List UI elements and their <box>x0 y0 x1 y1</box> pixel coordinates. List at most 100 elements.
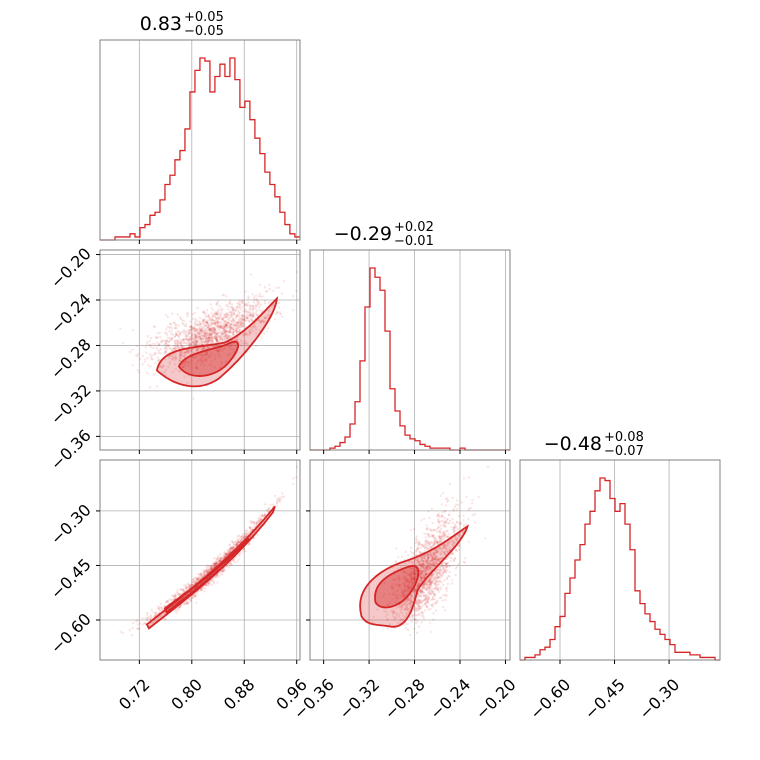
sample-point <box>426 547 429 551</box>
sample-point <box>193 592 197 596</box>
sample-point <box>418 563 422 566</box>
sample-point <box>395 547 398 550</box>
sample-point <box>231 308 234 311</box>
sample-point <box>416 602 419 606</box>
sample-point <box>423 601 427 605</box>
sample-point <box>451 528 455 532</box>
sample-point <box>401 618 404 622</box>
sample-point <box>429 576 432 579</box>
sample-point <box>197 339 200 342</box>
sample-point <box>219 325 222 329</box>
sample-point <box>165 339 168 342</box>
sample-point <box>210 332 213 335</box>
sample-point <box>245 315 248 319</box>
sample-point <box>430 559 434 562</box>
sample-point <box>433 578 437 582</box>
sample-point <box>222 332 226 335</box>
sample-point <box>193 328 197 331</box>
sample-point <box>429 545 433 549</box>
sample-point <box>219 321 223 325</box>
sample-point <box>221 317 224 320</box>
sample-point <box>398 583 402 587</box>
sample-point <box>438 596 441 600</box>
sample-point <box>416 602 419 605</box>
sample-point <box>442 568 445 571</box>
sample-point <box>452 559 456 563</box>
sample-point <box>261 514 264 518</box>
sample-point <box>431 558 435 561</box>
sample-point <box>195 319 198 322</box>
sample-point <box>242 548 245 552</box>
sample-point <box>208 328 211 331</box>
sample-point <box>199 329 203 332</box>
sample-point <box>226 330 229 333</box>
sample-point <box>415 601 419 605</box>
sample-point <box>207 323 210 327</box>
sample-point <box>231 327 235 331</box>
sample-point <box>206 337 209 340</box>
sample-point <box>191 348 194 351</box>
title-value: −0.29 <box>334 223 392 245</box>
sample-point <box>426 589 430 592</box>
sample-point <box>199 588 203 591</box>
sample-point <box>453 557 457 560</box>
histogram-bin <box>685 652 690 660</box>
sample-point <box>439 551 442 554</box>
sample-point <box>231 547 234 551</box>
sample-point <box>426 559 430 562</box>
sample-point <box>417 560 420 563</box>
sample-point <box>413 576 416 580</box>
sample-point <box>209 327 213 330</box>
sample-point <box>231 327 235 331</box>
sample-point <box>185 322 188 325</box>
sample-point <box>422 562 425 566</box>
histogram-bin <box>615 511 620 660</box>
sample-point <box>178 359 182 362</box>
sample-point <box>383 592 386 596</box>
sample-point <box>251 314 254 317</box>
sample-point <box>417 565 420 568</box>
sample-point <box>438 580 442 583</box>
sample-point <box>237 321 240 325</box>
sample-point <box>402 578 405 581</box>
sample-point <box>241 535 245 538</box>
sample-point <box>214 329 217 333</box>
sample-point <box>164 350 168 353</box>
sample-point <box>452 526 456 529</box>
sample-point <box>161 364 165 368</box>
sample-point <box>412 590 416 593</box>
sample-point <box>454 525 457 528</box>
sample-point <box>204 335 207 339</box>
sample-point <box>176 591 180 594</box>
sample-point <box>216 300 220 303</box>
sample-point <box>410 595 413 598</box>
sample-point <box>235 541 238 545</box>
sample-point <box>420 543 424 547</box>
sample-point <box>249 307 253 310</box>
sample-point <box>165 328 168 331</box>
sample-point <box>230 322 234 326</box>
sample-point <box>261 295 264 298</box>
sample-point <box>442 534 446 538</box>
sample-point <box>230 540 234 543</box>
sample-point <box>188 336 192 339</box>
sample-point <box>422 517 426 520</box>
sample-point <box>241 305 245 309</box>
sample-point <box>399 610 403 614</box>
sample-point <box>452 530 456 533</box>
sample-point <box>437 588 440 591</box>
sample-point <box>179 588 182 591</box>
sample-point <box>204 331 208 335</box>
sample-point <box>168 326 171 329</box>
sample-point <box>446 517 449 521</box>
sample-point <box>419 552 422 555</box>
sample-point <box>173 595 176 598</box>
sample-point <box>440 573 444 577</box>
sample-point <box>421 569 424 573</box>
sample-point <box>217 350 221 353</box>
sample-point <box>238 323 241 326</box>
sample-point <box>422 587 426 590</box>
sample-point <box>414 589 418 592</box>
sample-point <box>224 323 227 327</box>
sample-point <box>425 568 428 571</box>
